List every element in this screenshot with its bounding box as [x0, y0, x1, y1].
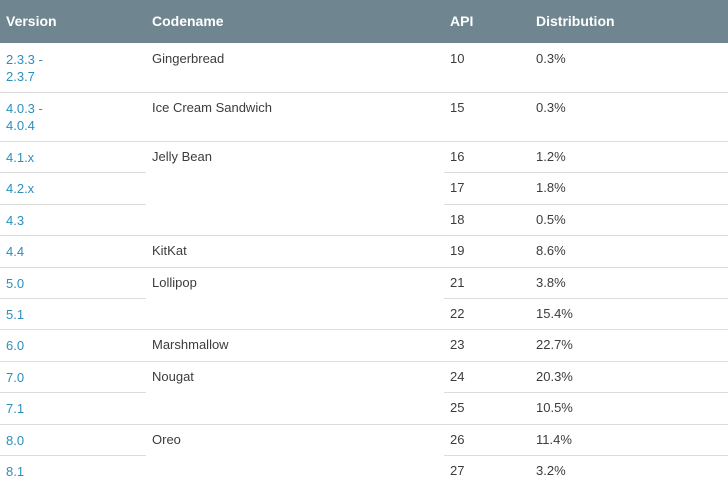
api-cell: 15 — [450, 100, 465, 115]
row-divider — [0, 455, 146, 456]
table-row — [0, 298, 728, 329]
table-row — [0, 92, 728, 141]
version-link[interactable]: 4.4 — [6, 244, 25, 260]
api-cell: 21 — [450, 274, 465, 290]
distribution-cell: 3.8% — [536, 274, 566, 290]
header-api: API — [450, 13, 474, 29]
row-divider — [444, 455, 728, 456]
version-link[interactable]: 5.1 — [6, 307, 25, 322]
row-divider — [0, 392, 146, 394]
api-cell: 10 — [450, 51, 465, 66]
version-link[interactable]: 5.0 — [6, 275, 25, 291]
group-divider — [0, 360, 728, 362]
version-link[interactable]: 6.0 — [6, 338, 25, 354]
version-link[interactable]: 4.0.3 -4.0.4 — [6, 101, 43, 133]
codename-cell: Oreo — [152, 431, 181, 447]
row-divider — [0, 172, 146, 174]
version-link[interactable]: 8.0 — [6, 432, 25, 448]
table-row — [0, 267, 728, 298]
api-cell: 22 — [450, 306, 465, 321]
row-divider — [0, 203, 146, 205]
api-cell: 17 — [450, 180, 465, 196]
api-cell: 16 — [450, 149, 465, 164]
codename-cell: Ice Cream Sandwich — [152, 100, 272, 115]
version-link[interactable]: 4.2.x — [6, 181, 35, 197]
version-link[interactable]: 7.1 — [6, 401, 25, 417]
codename-cell: Gingerbread — [152, 51, 225, 66]
distribution-cell: 0.3% — [536, 100, 566, 115]
api-cell: 19 — [450, 243, 465, 259]
header-distribution: Distribution — [536, 13, 615, 29]
api-cell: 23 — [450, 337, 465, 353]
api-cell: 25 — [450, 400, 465, 416]
table-row — [0, 361, 728, 392]
row-divider — [0, 298, 146, 299]
table-row — [0, 329, 728, 360]
table-row — [0, 141, 728, 172]
version-link[interactable]: 8.1 — [6, 464, 25, 479]
row-divider — [444, 298, 728, 299]
version-link[interactable]: 4.1.x — [6, 150, 35, 165]
codename-cell: Nougat — [152, 368, 194, 384]
distribution-cell: 20.3% — [536, 368, 573, 384]
api-cell: 27 — [450, 463, 465, 478]
codename-cell: KitKat — [152, 243, 187, 259]
api-cell: 26 — [450, 431, 465, 447]
version-link[interactable]: 2.3.3 -2.3.7 — [6, 52, 43, 84]
group-divider — [0, 266, 728, 268]
group-divider — [0, 92, 728, 93]
distribution-cell: 1.2% — [536, 149, 566, 164]
distribution-cell: 10.5% — [536, 400, 573, 416]
version-link[interactable]: 4.3 — [6, 212, 25, 228]
table-row — [0, 424, 728, 455]
codename-cell: Jelly Bean — [152, 149, 212, 164]
table-row — [0, 43, 728, 92]
distribution-cell: 1.8% — [536, 180, 566, 196]
codename-cell: Lollipop — [152, 274, 197, 290]
table-row — [0, 455, 728, 486]
row-divider — [444, 172, 728, 174]
distribution-cell: 3.2% — [536, 463, 566, 478]
table-header: Version Codename API Distribution — [0, 0, 728, 43]
table-row — [0, 392, 728, 423]
group-divider — [0, 141, 728, 142]
api-cell: 24 — [450, 368, 465, 384]
table-row — [0, 204, 728, 235]
header-codename: Codename — [152, 13, 224, 29]
distribution-cell: 0.5% — [536, 211, 566, 227]
table-row — [0, 172, 728, 203]
row-divider — [444, 203, 728, 205]
api-cell: 18 — [450, 211, 465, 227]
version-link[interactable]: 7.0 — [6, 369, 25, 385]
header-version: Version — [6, 13, 57, 29]
table-row — [0, 235, 728, 266]
codename-cell: Marshmallow — [152, 337, 229, 353]
distribution-cell: 22.7% — [536, 337, 573, 353]
distribution-cell: 8.6% — [536, 243, 566, 259]
distribution-cell: 15.4% — [536, 306, 573, 321]
group-divider — [0, 423, 728, 425]
group-divider — [0, 235, 728, 237]
row-divider — [444, 392, 728, 394]
distribution-cell: 11.4% — [536, 431, 572, 447]
group-divider — [0, 329, 728, 331]
distribution-cell: 0.3% — [536, 51, 566, 66]
